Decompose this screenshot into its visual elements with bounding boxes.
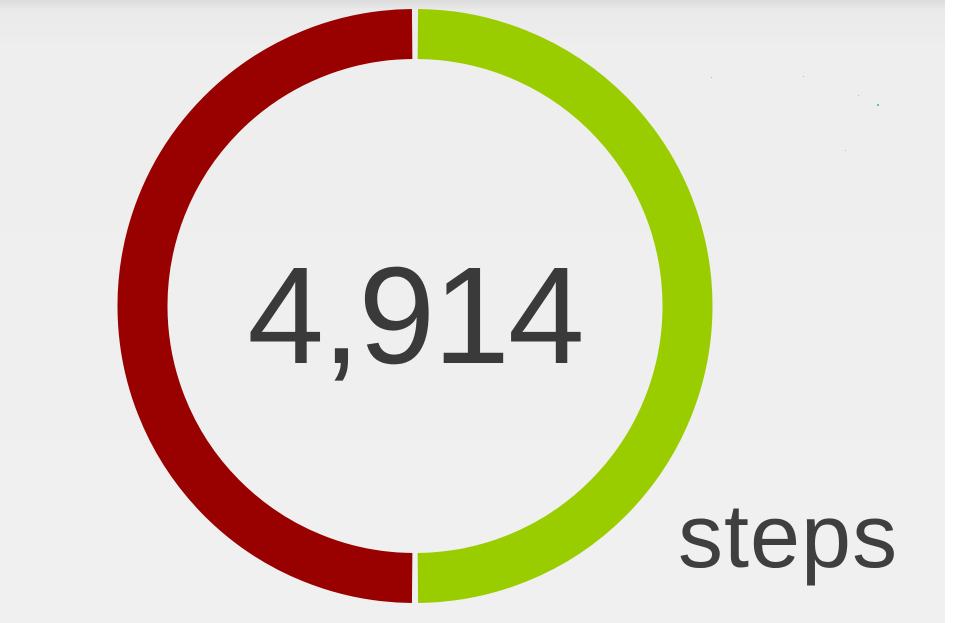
screen-speck [803, 76, 804, 77]
screen-speck [845, 150, 846, 151]
step-count-display: 4,914 [113, 4, 717, 608]
progress-ring [113, 4, 717, 608]
top-edge-shadow [0, 0, 945, 10]
right-edge-strip [945, 0, 967, 623]
steps-unit-label: steps [678, 487, 899, 587]
progress-ring-remaining-arc [117, 9, 413, 603]
screen-speck [711, 77, 712, 78]
progress-ring-graphic [117, 9, 713, 603]
screen-speck [877, 104, 879, 106]
progress-ring-completed-arc [417, 9, 713, 603]
step-count-value: 4,914 [247, 238, 584, 393]
screen-speck [858, 95, 859, 96]
